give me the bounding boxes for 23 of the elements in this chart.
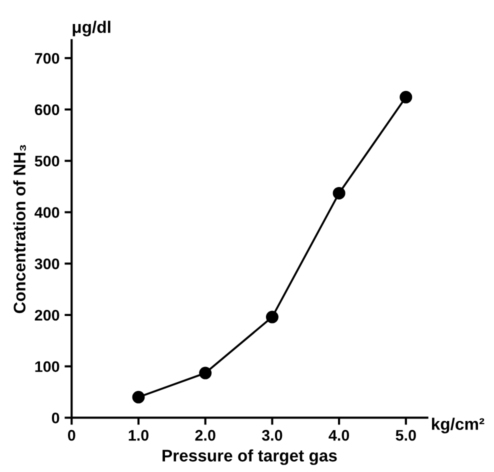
text: kg/cm² — [432, 418, 484, 434]
y-tick-label: 300 — [34, 258, 60, 270]
y-axis-title: Concentration of NH₃ — [13, 145, 26, 314]
x-tick-label: 5.0 — [396, 430, 416, 441]
x-tick-label: 0 — [68, 430, 76, 441]
point — [332, 186, 346, 200]
point — [199, 366, 212, 380]
y-tick-label: 400 — [34, 207, 60, 218]
text: μg/dl — [72, 20, 110, 36]
y-tick-label: 100 — [35, 361, 60, 372]
x-tick-label: 1.0 — [128, 430, 148, 441]
x-axis-title: Pressure of target gas — [162, 449, 337, 465]
y-tick-label: 700 — [34, 52, 60, 64]
y-tick-label: 600 — [34, 104, 60, 116]
y-tick-label: 200 — [34, 310, 60, 321]
point — [266, 310, 278, 324]
y-tick-label: 500 — [34, 156, 60, 167]
point — [400, 90, 412, 104]
x-tick-label: 3.0 — [262, 430, 282, 441]
y-tick-label: 0 — [52, 412, 60, 424]
x-tick-label: 2.0 — [195, 430, 216, 441]
point — [132, 390, 145, 404]
x-tick-label: 4.0 — [328, 430, 350, 441]
